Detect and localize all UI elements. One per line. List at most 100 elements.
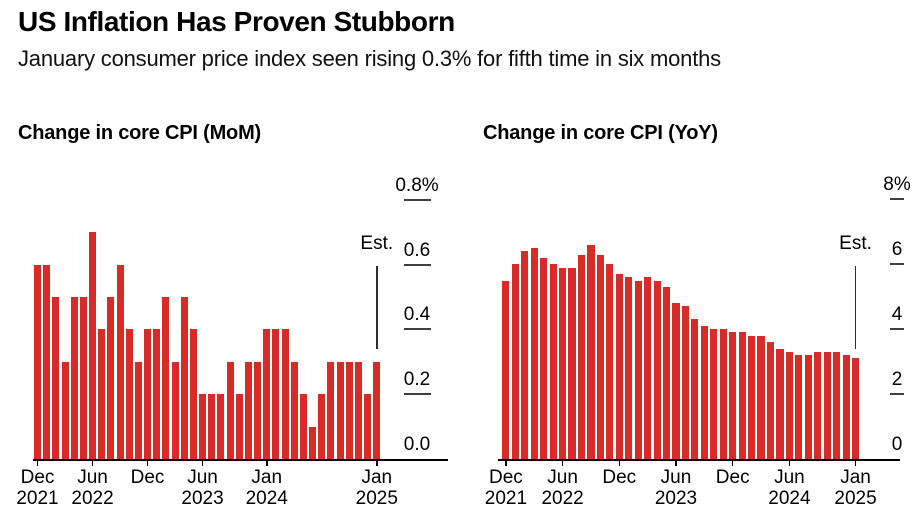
yoy-xtick-year: 2025 — [834, 488, 877, 509]
mom-bar — [189, 329, 197, 459]
mom-bar — [364, 394, 372, 459]
yoy-est-label: Est. — [839, 233, 872, 254]
mom-bar — [318, 394, 326, 459]
mom-ytick-line — [403, 393, 431, 396]
yoy-ytick-line — [890, 393, 904, 396]
mom-bar — [290, 361, 298, 459]
yoy-ytick-label: 2 — [891, 369, 903, 391]
mom-bar — [299, 394, 307, 459]
yoy-ytick-label: 8% — [883, 174, 911, 196]
yoy-ytick-line — [890, 328, 904, 331]
yoy-est-line — [854, 266, 857, 349]
yoy-bar — [710, 329, 718, 459]
yoy-bar — [776, 348, 784, 459]
mom-bar — [254, 361, 262, 459]
mom-xtick-mark — [36, 461, 39, 466]
yoy-xtick-month: Jun — [774, 467, 805, 488]
mom-xtick-mark — [376, 461, 378, 466]
mom-xtick-month: Jun — [187, 467, 218, 488]
yoy-xtick-mark — [854, 461, 857, 466]
mom-bar — [199, 394, 207, 459]
yoy-xtick-year: 2023 — [654, 488, 698, 509]
yoy-ytick-label: 4 — [891, 304, 903, 326]
yoy-bar — [804, 355, 812, 459]
yoy-bar — [681, 306, 690, 459]
yoy-bar — [606, 264, 614, 459]
mom-bar — [235, 394, 243, 459]
yoy-bar — [596, 254, 604, 459]
yoy-xtick-mark — [675, 461, 677, 466]
mom-xtick-mark — [91, 461, 94, 466]
yoy-xtick-year: 2024 — [768, 488, 811, 509]
mom-ytick-label: 0.6 — [403, 239, 431, 261]
mom-ytick-label: 0.4 — [403, 304, 431, 326]
mom-xtick-mark — [266, 461, 268, 466]
mom-ytick-label: 0.2 — [403, 369, 431, 391]
mom-ytick-label: 0.8% — [395, 174, 439, 196]
yoy-xtick-mark — [505, 461, 507, 466]
yoy-bar — [577, 254, 586, 459]
mom-bar — [79, 297, 87, 459]
mom-bar — [263, 329, 271, 459]
mom-bar — [98, 329, 106, 459]
mom-ytick-label: 0.0 — [403, 434, 431, 455]
mom-bar — [226, 361, 234, 459]
mom-bar — [34, 264, 41, 459]
yoy-bar — [795, 355, 803, 459]
yoy-bar — [549, 264, 557, 459]
mom-bar — [43, 264, 51, 459]
mom-xtick-year: 2022 — [71, 488, 114, 509]
mom-bar — [171, 361, 179, 459]
yoy-bar — [748, 335, 756, 459]
mom-bar — [116, 264, 124, 459]
mom-bar — [180, 297, 188, 459]
yoy-xtick-mark — [561, 461, 564, 466]
mom-xtick-month: Jan — [361, 467, 393, 488]
yoy-bar — [757, 335, 765, 459]
yoy-chart-title: Change in core CPI (YoY) — [483, 122, 718, 144]
mom-chart-title: Change in core CPI (MoM) — [18, 122, 261, 144]
mom-bar — [244, 361, 252, 459]
mom-ytick-line — [403, 328, 431, 331]
mom-bar — [144, 329, 152, 459]
yoy-bar — [700, 325, 708, 459]
mom-bar — [281, 329, 289, 459]
yoy-bar — [662, 287, 671, 459]
yoy-bar — [719, 329, 727, 459]
mom-xtick-year: 2021 — [16, 488, 59, 509]
mom-xtick-month: Dec — [20, 467, 55, 488]
yoy-bar — [729, 332, 737, 459]
page-subtitle: January consumer price index seen rising… — [18, 46, 721, 71]
mom-est-label: Est. — [360, 233, 394, 254]
mom-bar — [70, 297, 78, 459]
yoy-xtick-mark — [788, 461, 791, 466]
yoy-bar — [833, 351, 841, 459]
yoy-bar — [540, 257, 548, 459]
yoy-ytick-line — [890, 263, 904, 266]
mom-bar — [336, 361, 344, 459]
yoy-bar — [568, 267, 576, 459]
mom-xtick-month: Jan — [251, 467, 283, 488]
yoy-bar — [738, 332, 746, 459]
yoy-bar — [615, 274, 623, 459]
mom-bar — [272, 329, 280, 459]
yoy-xtick-month: Jun — [547, 467, 578, 488]
yoy-bar — [785, 351, 793, 459]
yoy-est-bar — [851, 358, 860, 459]
mom-xtick-month: Jun — [77, 467, 108, 488]
yoy-bar — [672, 303, 680, 459]
yoy-xtick-mark — [618, 461, 621, 466]
yoy-bar — [644, 277, 652, 459]
mom-est-line — [376, 266, 378, 349]
yoy-bar — [587, 244, 595, 459]
yoy-bar — [691, 319, 699, 459]
yoy-bar — [559, 267, 567, 459]
mom-xtick-year: 2024 — [245, 488, 288, 509]
mom-xtick-year: 2023 — [181, 488, 224, 509]
yoy-bar — [625, 277, 633, 459]
mom-bar — [354, 361, 362, 459]
yoy-ytick-label: 6 — [891, 239, 903, 261]
